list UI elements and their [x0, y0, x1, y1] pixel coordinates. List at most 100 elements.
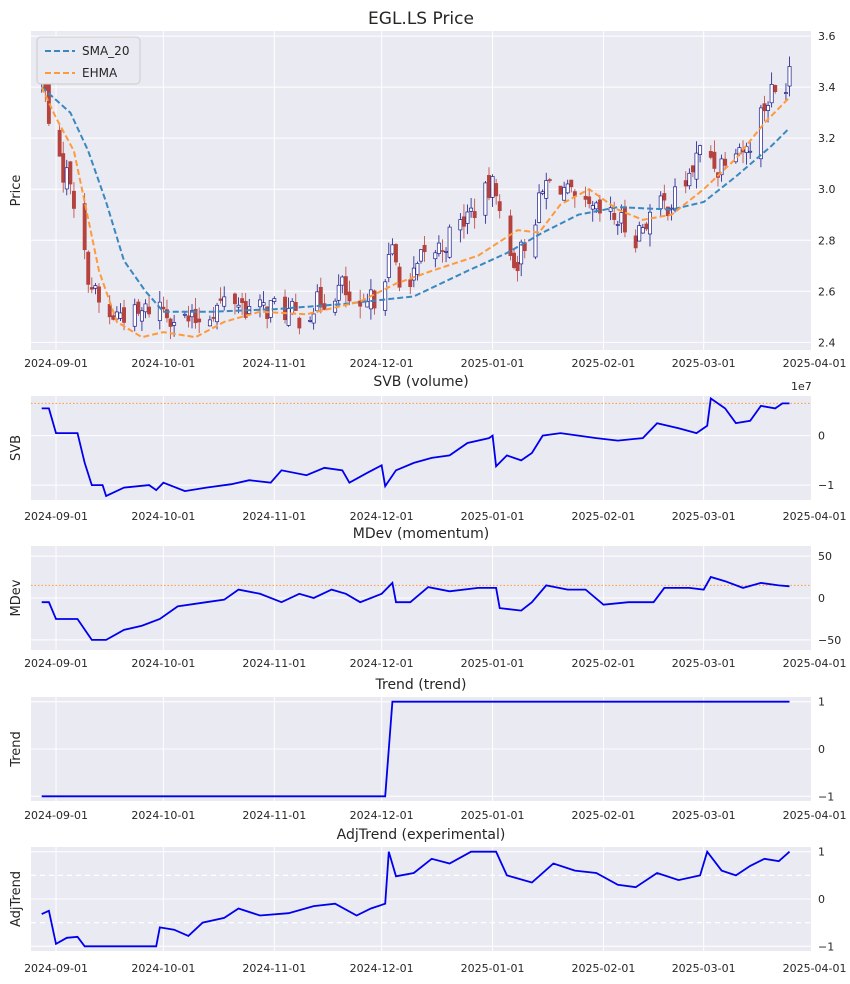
candle-body — [286, 308, 291, 326]
candle-body — [61, 153, 66, 183]
legend-box — [36, 36, 141, 85]
panel-svb: 2024-09-01 2024-10-01 2024-11-01 2024-12-01… — [9, 380, 847, 523]
candle-body — [336, 284, 341, 301]
candle-body — [773, 85, 778, 92]
legend-label-ehma: EHMA — [82, 66, 118, 80]
candle-body — [762, 103, 767, 112]
price-xtick-label: 2025-01-01 — [461, 357, 525, 370]
svb-xtick-label: 2024-10-01 — [131, 510, 195, 523]
candle-body — [497, 201, 502, 212]
candle-body — [612, 212, 617, 220]
candle-body — [483, 182, 488, 216]
candle-body — [136, 301, 141, 314]
mdev-xtick-label: 2025-02-01 — [572, 657, 636, 670]
mdev-series-line — [41, 575, 790, 641]
candle-body — [415, 263, 420, 275]
candle-body — [343, 276, 348, 296]
adjtrend-ylabel: AdjTrend — [9, 871, 24, 927]
adjtrend-series-line — [41, 849, 791, 948]
candle-body — [433, 252, 438, 260]
mdev-xtick-label: 2025-04-01 — [783, 657, 847, 670]
candle-body — [544, 180, 549, 199]
candle-body — [469, 207, 474, 212]
mdev-xtick-label: 2025-01-01 — [461, 657, 525, 670]
adjtrend-ytick-label: 1 — [818, 846, 825, 859]
price-ytick-label: 3.0 — [818, 183, 836, 196]
candle-body — [89, 287, 94, 290]
candle-body — [147, 306, 152, 315]
panel-adjtrend: 2024-09-01 2024-10-01 2024-11-01 2024-12-01… — [9, 846, 847, 975]
panel-trend: 2024-09-01 2024-10-01 2024-11-01 2024-12-01… — [9, 696, 847, 822]
mdev-xtick-label: 2025-03-01 — [672, 657, 736, 670]
candle-body — [97, 286, 101, 303]
svb-series-line — [41, 396, 790, 498]
candle-body — [411, 267, 416, 281]
candle-body — [547, 179, 552, 181]
candle-body — [662, 193, 667, 201]
candle-body — [222, 296, 227, 307]
candle-body — [143, 303, 148, 313]
candle-body — [694, 152, 699, 180]
adjtrend-xtick-label: 2025-04-01 — [783, 962, 847, 975]
candle-body — [132, 304, 137, 327]
candle-body — [236, 304, 241, 308]
candle-body — [297, 317, 302, 329]
candle-body — [308, 320, 313, 322]
adjtrend-xtick-label: 2025-02-01 — [572, 962, 636, 975]
candle-body — [347, 291, 352, 302]
candle-body — [397, 266, 402, 288]
price-ytick-label: 2.4 — [818, 336, 836, 349]
trend-xtick-label: 2025-04-01 — [783, 809, 847, 822]
mdev-ylabel: MDev — [9, 579, 24, 616]
candle-body — [784, 92, 788, 94]
price-xtick-label: 2025-02-01 — [572, 357, 636, 370]
candle-body — [157, 301, 162, 322]
legend: SMA_20 EHMA — [36, 36, 141, 85]
mdev-ytick-label: 50 — [818, 550, 832, 563]
figure-title: EGL.LS Price — [368, 9, 474, 29]
candle-body — [340, 276, 345, 286]
candle-body — [590, 205, 595, 210]
candle-body — [368, 289, 373, 310]
candle-body — [512, 252, 516, 268]
candle-body — [390, 244, 395, 255]
candle-body — [723, 158, 728, 166]
candle-body — [358, 300, 363, 307]
candle-body — [218, 298, 223, 301]
candle-body — [122, 307, 126, 323]
candle-body — [165, 309, 169, 319]
price-xtick-label: 2024-10-01 — [131, 357, 195, 370]
candle-body — [658, 195, 663, 209]
svb-xtick-label: 2025-03-01 — [672, 510, 736, 523]
trend-xtick-label: 2025-02-01 — [572, 809, 636, 822]
candle-body — [690, 165, 695, 173]
mdev-ytick-label: −50 — [818, 634, 841, 647]
candle-body — [569, 179, 574, 188]
candle-body — [318, 286, 323, 308]
adjtrend-ytick-label: −1 — [818, 940, 834, 953]
candle-body — [487, 174, 491, 198]
candle-body — [519, 241, 524, 265]
candle-body — [719, 158, 724, 176]
candle-body — [583, 195, 588, 200]
candle-body — [440, 250, 445, 252]
candle-body — [322, 303, 327, 310]
price-ylabel: Price — [9, 175, 24, 207]
candle-body — [161, 306, 166, 310]
candle-body — [107, 304, 112, 318]
candle-body — [272, 298, 277, 302]
candle-body — [787, 66, 792, 87]
candle-body — [215, 304, 220, 323]
svb-xtick-label: 2025-04-01 — [783, 510, 847, 523]
svb-xtick-label: 2025-01-01 — [461, 510, 525, 523]
adjtrend-xtick-label: 2024-09-01 — [24, 962, 88, 975]
candle-body — [372, 290, 377, 309]
panel-title-svb: SVB (volume) — [373, 374, 468, 390]
candle-body — [93, 285, 98, 289]
candle-body — [436, 242, 441, 254]
panel-mdev: 2024-09-01 2024-10-01 2024-11-01 2024-12-01… — [9, 546, 847, 670]
price-ytick-label: 2.8 — [818, 234, 836, 247]
trend-ytick-label: 0 — [818, 743, 825, 756]
candle-body — [708, 151, 713, 158]
